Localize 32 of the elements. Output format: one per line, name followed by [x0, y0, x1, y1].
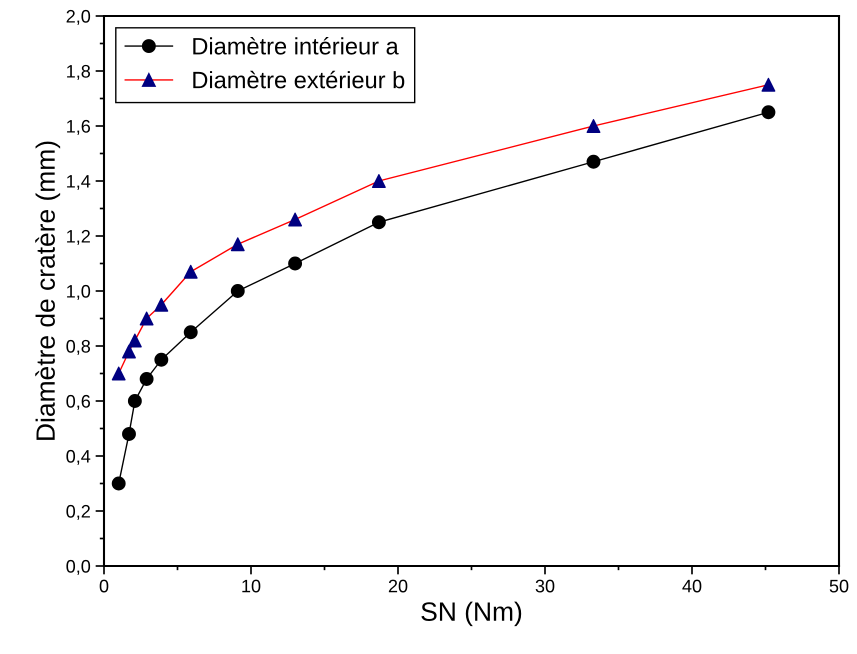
x-tick-label: 0: [100, 580, 108, 592]
y-tick-label: 0,2: [66, 504, 90, 520]
y-tick-label: 1,2: [67, 230, 90, 245]
x-tick-label: 30: [536, 580, 554, 592]
y-axis-title: Diamètre de cratère (mm): [35, 142, 60, 440]
legend-label: Diamètre extérieur b: [193, 70, 404, 88]
y-tick-label: 2,0: [66, 10, 90, 25]
legend-label: Diamètre intérieur a: [193, 36, 399, 55]
y-tick-label: 0,8: [66, 340, 90, 355]
y-tick-label: 0,4: [66, 450, 90, 465]
y-tick-label: 1,6: [67, 120, 90, 135]
y-tick-label: 1,4: [67, 175, 90, 190]
x-tick-label: 50: [830, 580, 848, 592]
y-tick-label: 0,6: [66, 394, 90, 410]
x-axis-title: SN (Nm): [421, 602, 522, 626]
point: [112, 366, 126, 380]
point: [586, 119, 600, 133]
y-tick-label: 0,0: [66, 560, 90, 575]
x-tick-label: 40: [682, 580, 702, 592]
point: [761, 78, 776, 92]
point: [154, 298, 168, 312]
y-tick-label: 1,8: [67, 64, 90, 80]
point: [122, 344, 136, 358]
x-tick-label: 10: [242, 580, 260, 592]
point: [288, 212, 302, 226]
point: [372, 174, 386, 188]
x-tick-label: 20: [388, 580, 408, 592]
point: [140, 312, 154, 326]
y-tick-label: 1,0: [67, 284, 90, 300]
point: [230, 237, 245, 252]
point: [184, 264, 198, 279]
point: [128, 334, 142, 348]
